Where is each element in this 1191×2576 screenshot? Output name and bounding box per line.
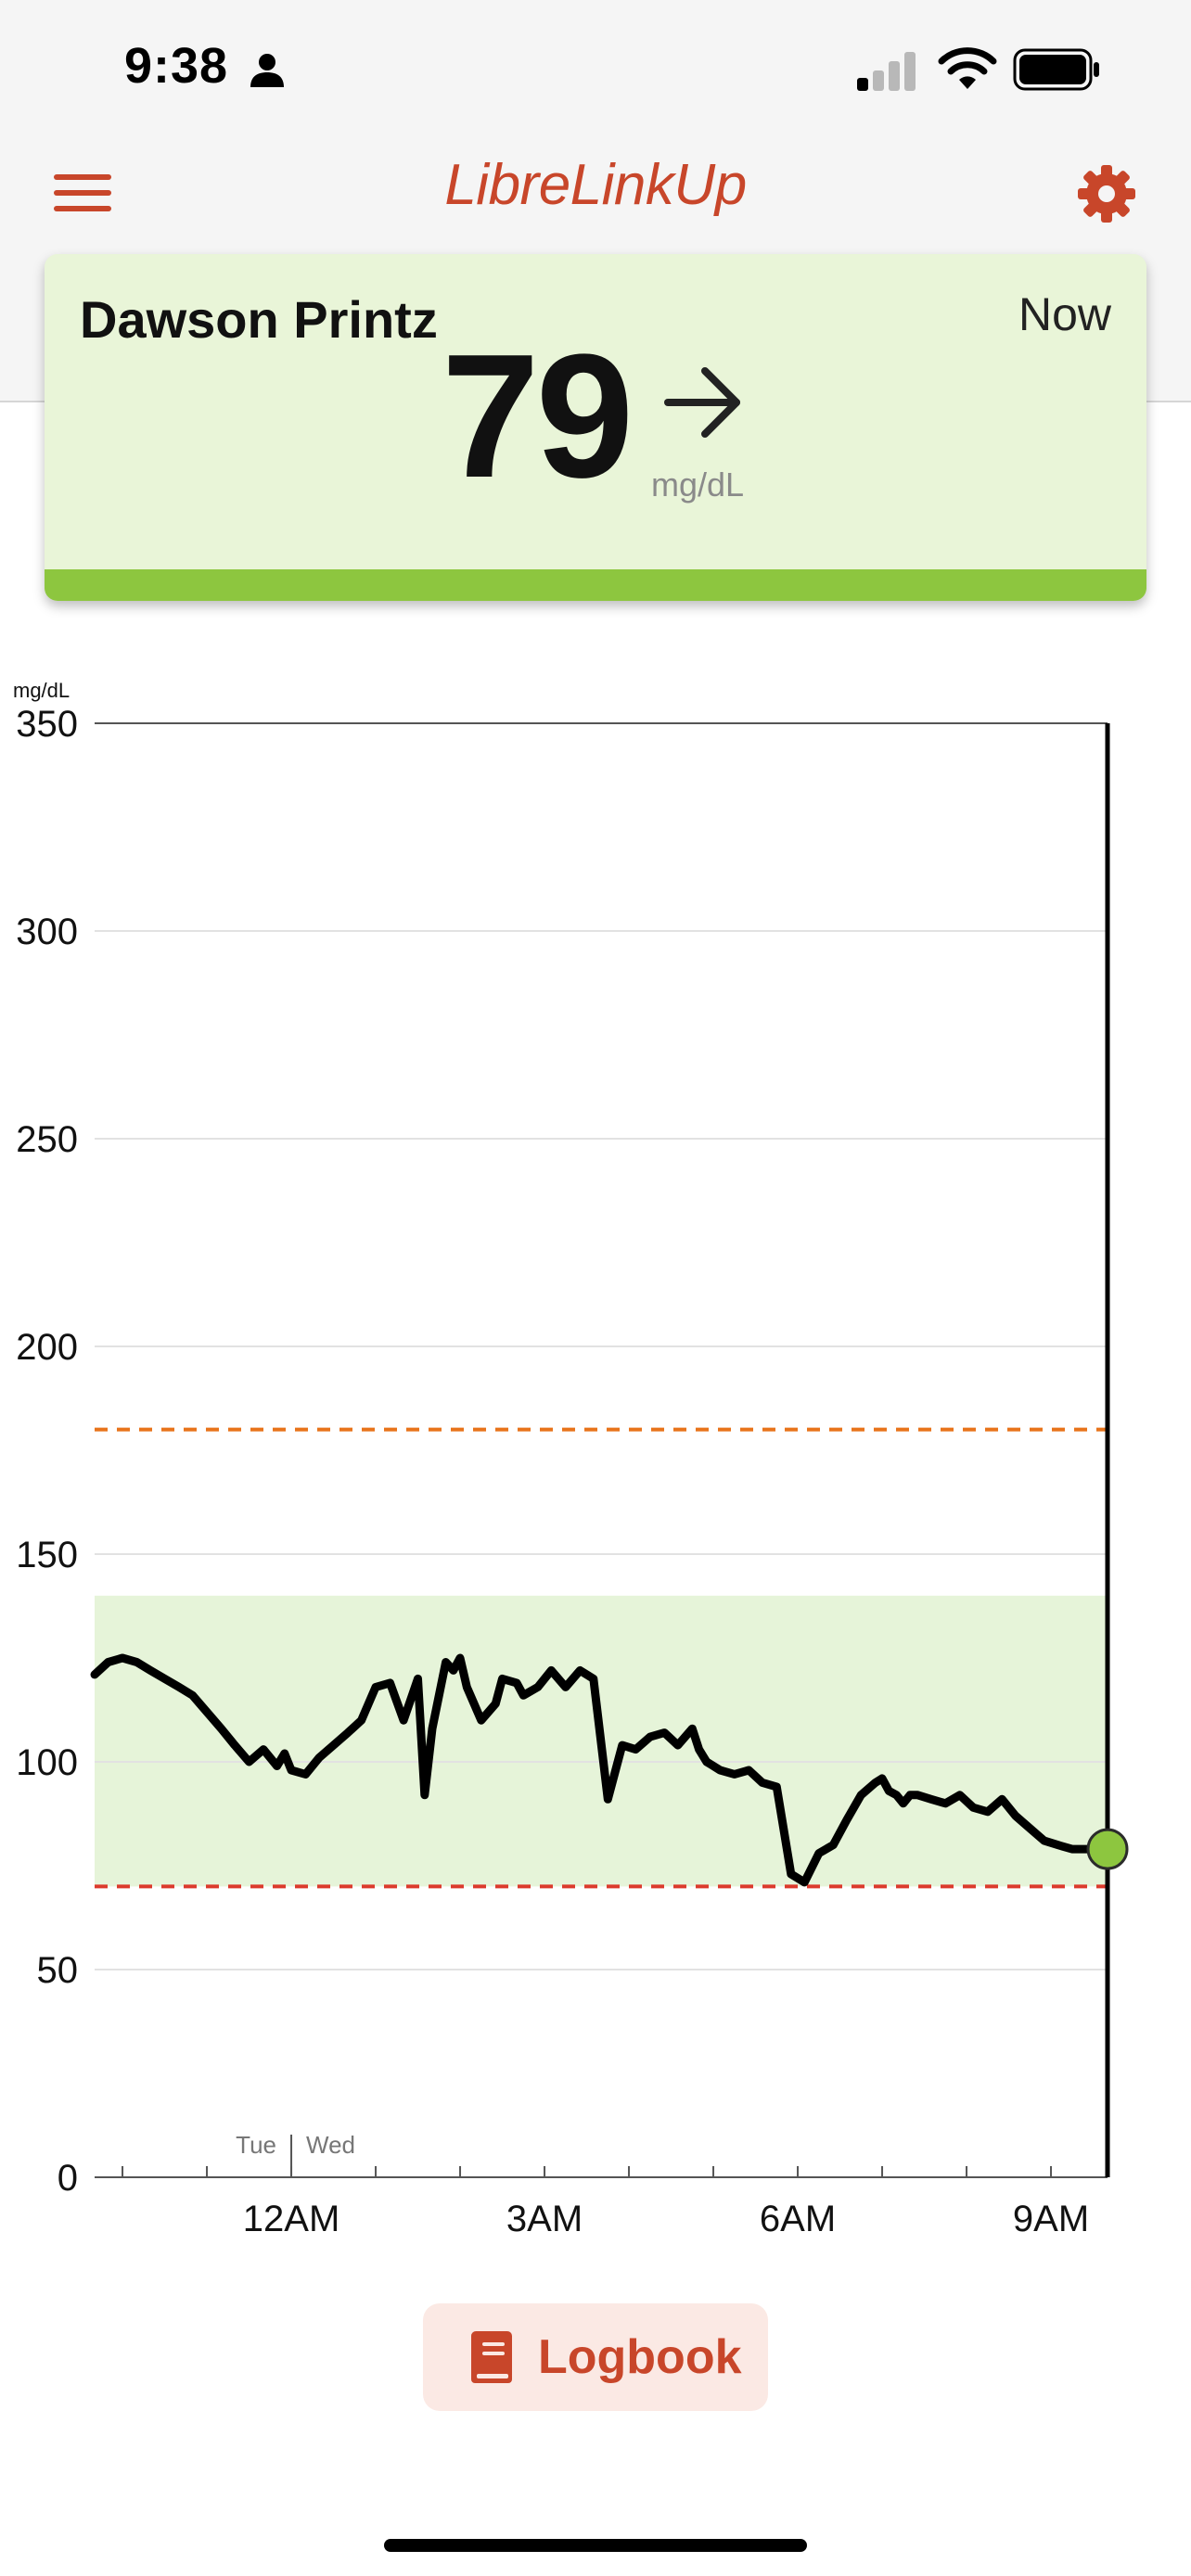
home-indicator	[384, 2539, 807, 2552]
y-tick-label: 250	[16, 1119, 78, 1160]
glucose-unit: mg/dL	[651, 465, 745, 504]
book-icon	[471, 2331, 512, 2383]
y-tick-label: 300	[16, 912, 78, 952]
current-reading-dot	[1086, 1828, 1129, 1870]
wifi-icon	[938, 47, 997, 89]
day-label-before: Tue	[236, 2131, 276, 2159]
status-time: 9:38	[124, 38, 229, 94]
patient-name: Dawson Printz	[80, 290, 438, 349]
y-axis-unit: mg/dL	[13, 679, 70, 702]
person-icon	[250, 54, 284, 87]
battery-icon	[1013, 48, 1099, 91]
gear-icon[interactable]	[1076, 163, 1137, 224]
glucose-value: 79	[442, 318, 634, 515]
y-tick-label: 150	[16, 1535, 78, 1575]
y-tick-label: 200	[16, 1327, 78, 1368]
nav-bar: LibreLinkUp	[0, 139, 1191, 250]
y-tick-label: 0	[58, 2158, 78, 2199]
y-tick-label: 100	[16, 1742, 78, 1783]
patient-reading-card[interactable]: Dawson Printz Now 79 mg/dL	[45, 254, 1146, 601]
range-status-bar	[45, 569, 1146, 601]
x-tick-label: 6AM	[760, 2199, 836, 2239]
cellular-signal-icon	[857, 52, 916, 91]
app-title: LibreLinkUp	[444, 153, 747, 217]
logbook-button[interactable]: Logbook	[423, 2303, 768, 2411]
x-tick-label: 3AM	[506, 2199, 583, 2239]
arrow-right-icon	[664, 367, 740, 438]
x-tick-label: 12AM	[243, 2199, 340, 2239]
hamburger-menu-icon[interactable]	[54, 167, 111, 219]
status-bar: 9:38	[0, 0, 1191, 139]
day-label-after: Wed	[306, 2131, 355, 2159]
glucose-trace-line	[90, 1653, 1112, 1887]
logbook-label: Logbook	[538, 2330, 742, 2384]
x-tick-label: 9AM	[1013, 2199, 1089, 2239]
reading-time: Now	[1018, 288, 1111, 340]
y-tick-label: 350	[16, 704, 78, 745]
y-tick-label: 50	[37, 1950, 79, 1991]
